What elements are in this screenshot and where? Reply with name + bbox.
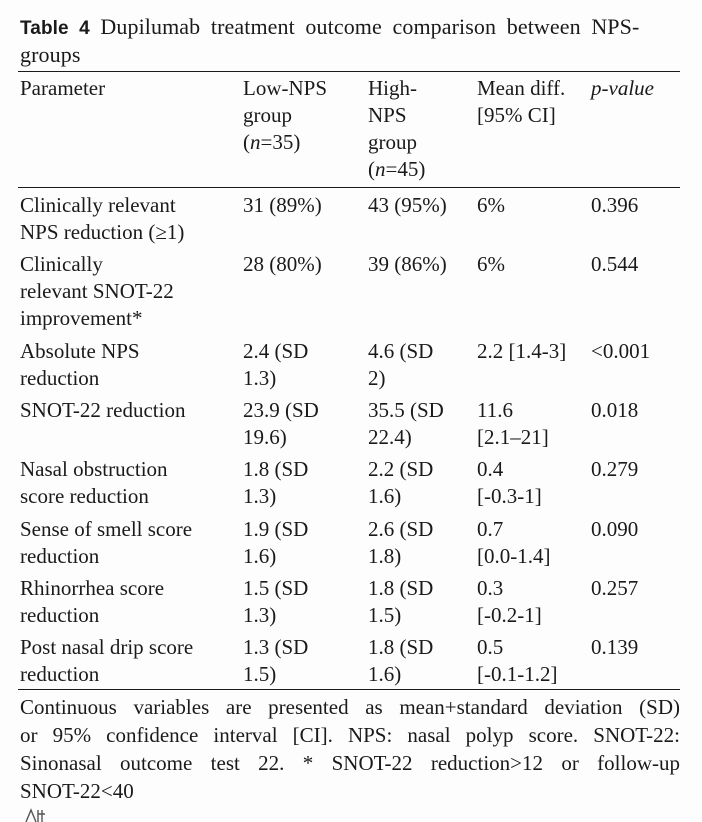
table-label: Table 4 [20, 18, 90, 39]
cell-p-value: 0.139 [591, 635, 639, 659]
footnote-line-4: SNOT-22<40 [20, 779, 134, 803]
cell-high-nps: 43 (95%) [368, 193, 447, 217]
footnote-line-3: Sinonasal outcome test 22. * SNOT-22 red… [20, 751, 680, 775]
cell-high-nps: 2.6 (SD 1.8) [368, 517, 434, 568]
cell-high-nps: 39 (86%) [368, 252, 447, 276]
cell-mean-diff: 11.6 [2.1–21] [477, 398, 549, 449]
cell-p-value: 0.018 [591, 398, 639, 422]
header-p-value: p-value [591, 76, 654, 100]
cropped-text-fragment [22, 804, 50, 822]
table-bottom-rule [18, 689, 680, 690]
cell-mean-diff: 6% [477, 252, 505, 276]
cell-parameter: Rhinorrhea score reduction [20, 576, 165, 627]
cell-mean-diff: 2.2 [1.4-3] [477, 339, 567, 363]
cell-mean-diff: 0.5 [-0.1-1.2] [477, 635, 558, 686]
cell-low-nps: 23.9 (SD 19.6) [243, 398, 319, 449]
cell-parameter: Clinically relevant SNOT-22 improvement* [20, 252, 174, 330]
table-top-rule [18, 71, 680, 72]
cell-p-value: <0.001 [591, 339, 651, 363]
cell-low-nps: 1.8 (SD 1.3) [243, 457, 309, 508]
cell-low-nps: 1.9 (SD 1.6) [243, 517, 309, 568]
cell-low-nps: 1.3 (SD 1.5) [243, 635, 309, 686]
table-header-rule [18, 187, 680, 188]
cell-parameter: Sense of smell score reduction [20, 517, 193, 568]
caption-title-1: Dupilumab treatment outcome comparison b… [100, 14, 640, 39]
cell-p-value: 0.257 [591, 576, 639, 600]
cell-high-nps: 4.6 (SD 2) [368, 339, 434, 390]
header-low-nps: Low-NPS group (n=35) [243, 76, 328, 154]
header-mean-diff: Mean diff. [95% CI] [477, 76, 566, 127]
header-parameter: Parameter [20, 76, 106, 100]
cell-mean-diff: 0.7 [0.0-1.4] [477, 517, 551, 568]
cell-high-nps: 2.2 (SD 1.6) [368, 457, 434, 508]
cell-parameter: Nasal obstruction score reduction [20, 457, 168, 508]
cell-p-value: 0.279 [591, 457, 639, 481]
footnote-line-1: Continuous variables are presented as me… [20, 695, 680, 719]
cell-low-nps: 31 (89%) [243, 193, 322, 217]
cell-mean-diff: 0.4 [-0.3-1] [477, 457, 542, 508]
cell-mean-diff: 6% [477, 193, 505, 217]
cell-p-value: 0.544 [591, 252, 639, 276]
cell-p-value: 0.090 [591, 517, 639, 541]
caption-line-1: Table 4 Dupilumab treatment outcome comp… [20, 13, 639, 43]
caption-title-2: groups [20, 42, 81, 67]
cell-parameter: Clinically relevant NPS reduction (≥1) [20, 193, 185, 244]
cell-low-nps: 28 (80%) [243, 252, 322, 276]
cell-low-nps: 2.4 (SD 1.3) [243, 339, 309, 390]
header-high-nps: High- NPS group (n=45) [368, 76, 426, 181]
cell-high-nps: 1.8 (SD 1.5) [368, 576, 434, 627]
cell-p-value: 0.396 [591, 193, 639, 217]
footnote-line-2: or 95% confidence interval [CI]. NPS: na… [20, 723, 680, 747]
table-footnote: Continuous variables are presented as me… [20, 693, 680, 805]
cell-mean-diff: 0.3 [-0.2-1] [477, 576, 542, 627]
cropped-glyph-icon [25, 808, 45, 822]
cell-parameter: Absolute NPS reduction [20, 339, 140, 390]
cell-high-nps: 1.8 (SD 1.6) [368, 635, 434, 686]
cell-high-nps: 35.5 (SD 22.4) [368, 398, 444, 449]
cell-low-nps: 1.5 (SD 1.3) [243, 576, 309, 627]
cell-parameter: Post nasal drip score reduction [20, 635, 194, 686]
cell-parameter: SNOT-22 reduction [20, 398, 186, 422]
